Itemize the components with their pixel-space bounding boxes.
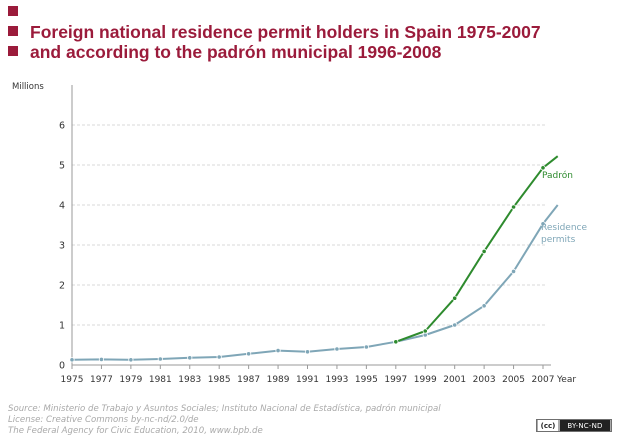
x-tick-label: 1979 <box>119 375 142 385</box>
x-tick-label: 1995 <box>355 375 378 385</box>
cc-logo-icon: (cc) <box>538 420 558 431</box>
data-point <box>452 295 458 301</box>
series-line <box>395 155 559 343</box>
data-point <box>98 356 105 362</box>
data-point <box>304 349 311 355</box>
data-point <box>187 355 193 361</box>
title-marker-square <box>8 46 18 56</box>
title-marker-square <box>8 6 18 16</box>
data-point <box>334 346 340 352</box>
data-point <box>216 354 222 360</box>
chart-footer: Source: Ministerio de Trabajo y Asuntos … <box>8 404 441 437</box>
y-tick-label: 4 <box>59 201 65 212</box>
data-point <box>481 248 487 254</box>
data-point <box>540 165 546 171</box>
data-point <box>157 356 163 362</box>
x-tick-label: 1989 <box>267 375 290 385</box>
x-tick-label: 1999 <box>414 375 437 385</box>
x-tick-label: 1985 <box>208 375 231 385</box>
series-line <box>71 204 559 361</box>
y-axis-label: Millions <box>12 82 44 92</box>
x-tick-label: 2007 <box>532 375 555 385</box>
series-label-residence-permits: permits <box>541 235 576 245</box>
publisher-text: The Federal Agency for Civic Education, … <box>8 426 263 436</box>
y-tick-label: 2 <box>59 281 65 292</box>
title-marker-square <box>8 26 18 36</box>
data-point <box>69 357 75 363</box>
data-point <box>246 351 252 357</box>
series-label-padron: Padrón <box>542 170 573 181</box>
x-tick-label: 1981 <box>149 375 172 385</box>
creative-commons-badge[interactable]: (cc) BY-NC-ND <box>536 419 612 432</box>
x-tick-label: 1977 <box>90 375 113 385</box>
series-label-residence-permits: Residence <box>541 223 587 233</box>
data-point <box>128 357 134 363</box>
source-text: Source: Ministerio de Trabajo y Asuntos … <box>8 404 441 414</box>
x-tick-label: 1983 <box>178 375 201 385</box>
y-tick-label: 1 <box>59 321 65 332</box>
x-tick-label: 1997 <box>384 375 407 385</box>
license-text: License: Creative Commons by-nc-nd/2.0/d… <box>8 415 199 425</box>
x-tick-label: 1993 <box>325 375 348 385</box>
x-tick-label: 2001 <box>443 375 466 385</box>
data-point <box>540 221 546 227</box>
data-point <box>422 328 428 334</box>
title-line-1: Foreign national residence permit holder… <box>30 22 541 42</box>
data-point <box>452 322 458 328</box>
data-point <box>393 339 399 345</box>
line-chart: 0 1 2 3 4 5 6 Millions 1975 1977 1979 1981 1983 1985 1… <box>12 82 587 385</box>
x-tick-label: 1987 <box>237 375 260 385</box>
data-point <box>510 204 517 210</box>
data-point <box>510 268 517 274</box>
data-point <box>275 347 281 354</box>
data-point <box>363 344 369 350</box>
y-tick-label: 5 <box>59 161 65 172</box>
y-tick-label: 0 <box>59 361 65 372</box>
title-line-2: and according to the padrón municipal 19… <box>30 42 442 62</box>
y-tick-label: 3 <box>59 241 65 252</box>
x-tick-label: 1975 <box>61 375 84 385</box>
x-axis-label: Year <box>556 375 576 385</box>
x-tick-label: 2003 <box>473 375 496 385</box>
data-point <box>481 303 487 309</box>
y-tick-label: 6 <box>59 121 65 132</box>
x-tick-label: 1991 <box>296 375 319 385</box>
x-tick-label: 2005 <box>502 375 525 385</box>
cc-license-label: BY-NC-ND <box>560 420 610 431</box>
